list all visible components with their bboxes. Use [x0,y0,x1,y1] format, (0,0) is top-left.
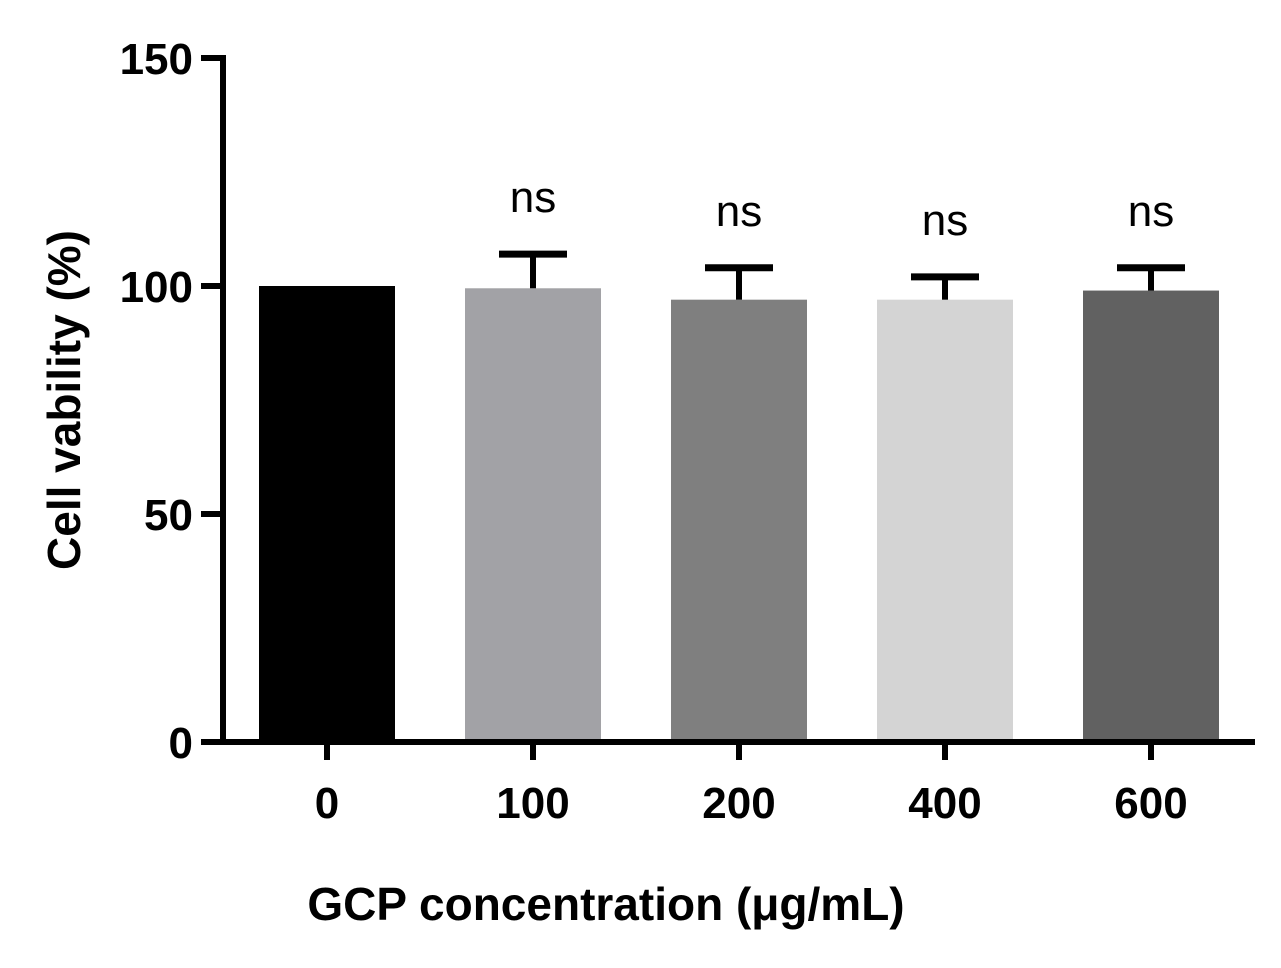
annotation-400: ns [922,196,968,245]
error-bars-layer [499,250,1185,300]
bar-600 [1083,290,1219,742]
annotation-600: ns [1128,187,1174,236]
x-tick-label-400: 400 [908,779,981,828]
annotation-100: ns [510,173,556,222]
y-tick-label-150: 150 [120,35,193,84]
y-axis-label: Cell vability (%) [38,230,90,570]
y-tick-label-0: 0 [169,719,193,768]
y-ticks-layer: 0 50 100 150 [120,35,223,768]
x-tick-label-600: 600 [1114,779,1187,828]
x-axis-label: GCP concentration (μg/mL) [307,878,904,930]
x-ticks-layer: 0 100 200 400 600 [315,742,1188,828]
bar-400 [877,299,1013,742]
y-tick-label-50: 50 [144,491,193,540]
x-tick-label-100: 100 [496,779,569,828]
annotation-200: ns [716,187,762,236]
x-tick-label-0: 0 [315,779,339,828]
bar-0 [259,286,395,742]
y-tick-label-100: 100 [120,263,193,312]
annotations-layer: ns ns ns ns [510,173,1174,245]
bar-100 [465,288,601,742]
bars-layer [259,286,1219,742]
x-tick-label-200: 200 [702,779,775,828]
bar-200 [671,299,807,742]
